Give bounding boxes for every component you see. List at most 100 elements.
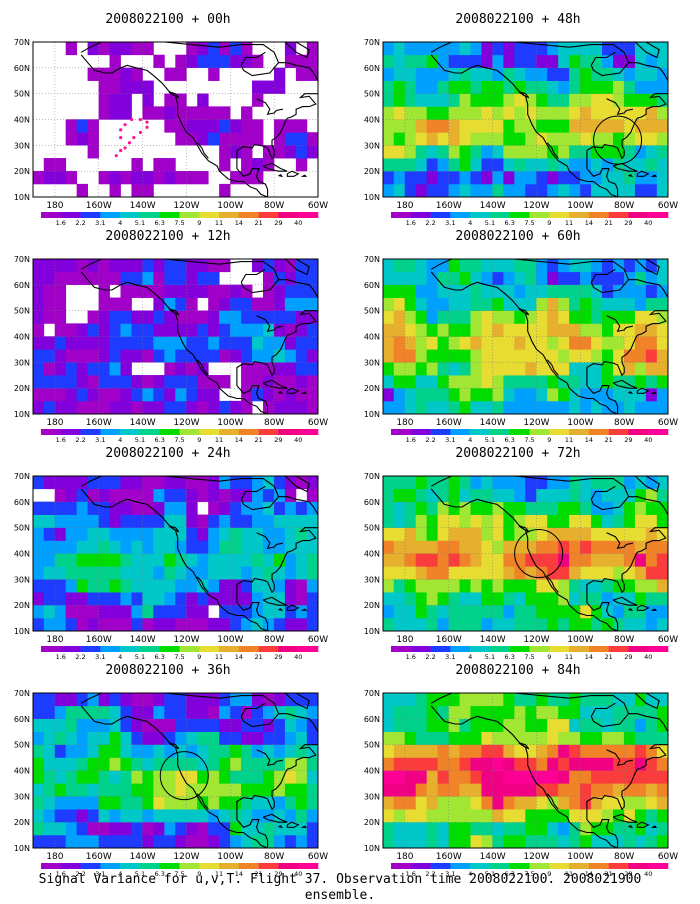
shade-cell [602, 259, 614, 273]
shade-cell [547, 387, 559, 402]
shade-cell [295, 783, 308, 797]
shade-cell [492, 514, 504, 528]
shade-cell [459, 488, 471, 503]
shade-cell [252, 579, 264, 593]
shade-cell [514, 42, 526, 56]
lon-tick-label: 140W [130, 201, 156, 211]
shade-cell [503, 796, 515, 810]
shade-cell [459, 540, 471, 554]
shade-cell [503, 271, 515, 286]
shade-cell [76, 488, 89, 503]
shade-cell [536, 527, 548, 541]
shade-cell [645, 297, 658, 311]
shade-cell [284, 132, 297, 146]
shade-cell [153, 158, 165, 172]
shade-cell [87, 705, 99, 720]
shade-cell [131, 566, 143, 580]
shade-cell [470, 119, 482, 133]
shade-cell [284, 42, 297, 56]
shade-cell [109, 93, 121, 107]
shade-cell [241, 297, 253, 311]
colorbar-swatch [139, 429, 161, 435]
shade-cell [634, 744, 647, 758]
shade-cell [252, 93, 264, 107]
shade-cell [153, 336, 165, 350]
shade-cell [98, 501, 110, 515]
shade-cell [437, 271, 449, 286]
shade-cell [65, 592, 78, 606]
shade-cell [634, 527, 647, 541]
shade-cell [602, 693, 614, 707]
shade-cell [54, 540, 67, 554]
shade-cell [87, 310, 99, 324]
shade-cell [208, 718, 220, 732]
shade-cell [492, 744, 504, 758]
shade-cell [230, 170, 242, 185]
coastline [634, 42, 660, 59]
shade-cell [602, 705, 614, 720]
shade-cell [65, 119, 78, 133]
shade-cell [547, 718, 559, 732]
colorbar-label: 5.1 [485, 653, 495, 661]
shade-cell [208, 617, 220, 631]
shade-cell [273, 540, 286, 554]
shade-cell [175, 821, 187, 836]
shade-cell [65, 617, 78, 631]
colorbar-label: 9 [197, 219, 201, 227]
colorbar-swatch [608, 863, 629, 869]
shade-cell [591, 362, 603, 376]
shade-cell [404, 54, 417, 69]
shade-cell [109, 540, 121, 554]
shade-cell [503, 834, 515, 848]
shade-cell [252, 476, 264, 490]
shade-cell [383, 592, 395, 606]
shade-cell [623, 362, 636, 376]
shade-cell [569, 132, 581, 146]
shade-cell [569, 705, 581, 720]
shade-cell [65, 375, 78, 389]
shade-cell [492, 158, 504, 172]
shade-cell [569, 106, 581, 120]
map-panel-36h: 2008022100 + 36h 70N 60N 50N 40N 30N 20N 10N 180… [0, 663, 340, 878]
shade-cell [383, 80, 395, 94]
shade-cell [241, 834, 253, 848]
shade-cell [208, 387, 220, 402]
shade-cell [120, 170, 132, 185]
shade-cell [393, 375, 406, 389]
shade-cell [208, 259, 220, 273]
shade-cell [284, 400, 297, 414]
shade-cell [591, 821, 603, 836]
shade-cell [525, 259, 537, 273]
shade-cell [295, 553, 308, 567]
shade-cell [197, 553, 209, 567]
shade-cell [612, 310, 625, 324]
shade-cell [208, 476, 220, 490]
shade-cell [87, 387, 99, 402]
shade-cell [525, 336, 537, 350]
shade-cell [219, 514, 231, 528]
shade-cell [284, 259, 297, 273]
shade-cell [547, 731, 559, 745]
shade-cell [492, 796, 504, 810]
colorbar-label: 2.2 [425, 436, 435, 444]
track-point [119, 148, 123, 153]
coastline [636, 170, 650, 177]
shade-cell [547, 80, 559, 94]
shade-cell [623, 553, 636, 567]
shade-cell [634, 540, 647, 554]
shade-cell [252, 744, 264, 758]
shade-cell [426, 375, 439, 389]
shade-cell [54, 553, 67, 567]
shade-cell [448, 514, 460, 528]
shade-cell [98, 834, 110, 848]
shade-cell [383, 527, 395, 541]
shade-cell [241, 553, 253, 567]
shade-cell [612, 132, 625, 146]
shade-cell [284, 476, 297, 490]
colorbar-label: 21 [255, 436, 263, 444]
shade-cell [481, 770, 493, 784]
shade-cell [33, 375, 45, 389]
shade-cell [186, 617, 198, 631]
shade-cell [295, 579, 308, 593]
colorbar-swatch [159, 863, 180, 869]
